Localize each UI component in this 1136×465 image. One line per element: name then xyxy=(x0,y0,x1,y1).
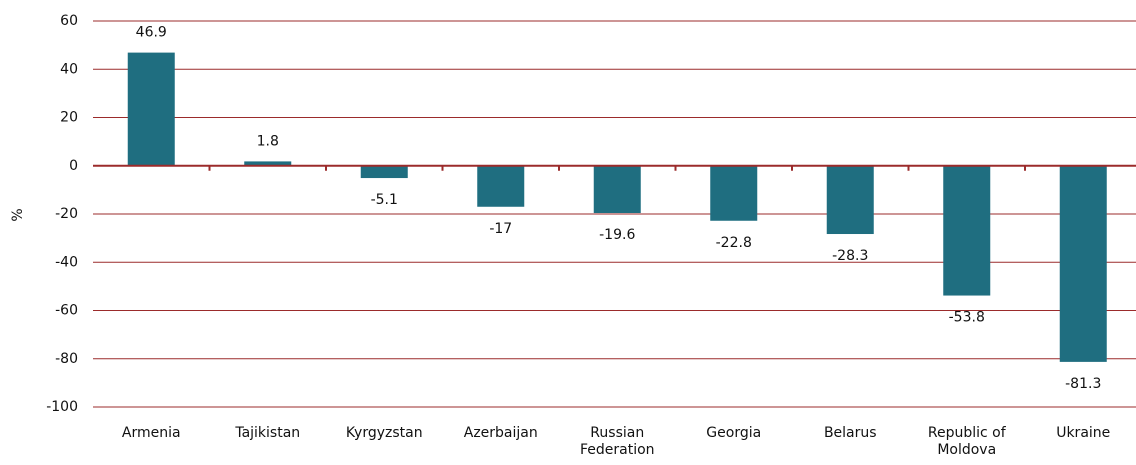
bar xyxy=(477,165,525,207)
y-tick-label: -80 xyxy=(55,351,78,367)
x-tick-label: Russian Federation xyxy=(579,425,655,458)
bar xyxy=(710,165,758,221)
data-label: -19.6 xyxy=(599,227,635,243)
bar xyxy=(360,165,408,179)
bar xyxy=(826,165,874,235)
y-tick-label: 60 xyxy=(60,13,78,29)
y-tick-label: -60 xyxy=(55,303,78,319)
x-tick-label: Tajikistan xyxy=(235,425,301,441)
bar xyxy=(943,165,991,296)
data-label: 46.9 xyxy=(136,25,167,41)
data-label: -22.8 xyxy=(716,235,752,251)
y-tick-label: -40 xyxy=(55,254,78,270)
data-label: -28.3 xyxy=(832,248,868,264)
bar xyxy=(244,161,292,166)
y-tick-label: 0 xyxy=(69,158,78,174)
x-tick-label: Belarus xyxy=(823,425,877,441)
bar xyxy=(127,52,175,166)
y-tick-label: -20 xyxy=(55,206,78,222)
y-axis-label: % xyxy=(10,208,26,221)
data-label: -81.3 xyxy=(1065,376,1101,392)
x-tick-label: Republic of Moldova xyxy=(927,425,1006,458)
y-tick-label: 40 xyxy=(60,61,78,77)
x-tick-label: Armenia xyxy=(121,425,181,441)
bar xyxy=(593,165,641,214)
x-tick-label: Georgia xyxy=(706,425,762,441)
data-label: 1.8 xyxy=(257,133,279,149)
x-tick-label: Kyrgyzstan xyxy=(345,425,423,441)
data-label: -17 xyxy=(489,221,512,237)
x-tick-label: Azerbaijan xyxy=(463,425,538,441)
y-tick-label: -100 xyxy=(46,399,78,415)
data-label: -53.8 xyxy=(949,310,985,326)
data-label: -5.1 xyxy=(371,192,398,208)
x-tick-label: Ukraine xyxy=(1056,425,1111,441)
bar xyxy=(1059,165,1107,362)
y-tick-label: 20 xyxy=(60,110,78,126)
